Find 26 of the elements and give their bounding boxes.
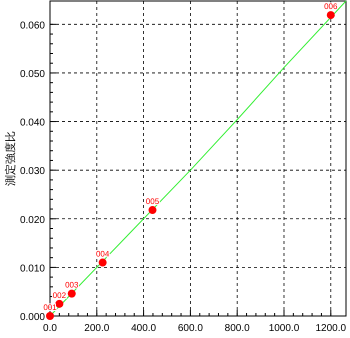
y-tick-label: 0.040 [20,118,46,129]
x-tick-label: 1000.0 [268,323,300,334]
y-tick-label: 0.050 [20,68,46,80]
point [55,300,64,308]
x-tick-label: 1200.0 [315,323,347,334]
y-tick-label: 0.000 [20,312,46,323]
y-tick-label: 0.060 [20,20,46,32]
annotation: 006 [324,2,338,12]
x-tick-label: 400.0 [131,323,157,334]
x-tick-label: 200.0 [84,323,110,334]
y-tick-label: 0.030 [20,166,46,178]
x-tick-label: 600.0 [178,323,204,334]
annotation: 004 [96,250,110,259]
y-tick-label: 0.010 [20,263,46,274]
x-tick-label: 800.0 [224,323,250,334]
point [98,258,107,267]
annotation: 005 [146,197,160,206]
x-tick-label: 0.0 [43,323,58,334]
annotation: 002 [52,290,67,300]
point [326,11,335,20]
point [46,312,54,320]
y-tick-label: 0.020 [20,214,46,226]
y-axis-title: 測定強度比 [4,131,17,186]
point [148,206,156,214]
point [68,290,76,298]
annotation: 003 [65,280,79,290]
